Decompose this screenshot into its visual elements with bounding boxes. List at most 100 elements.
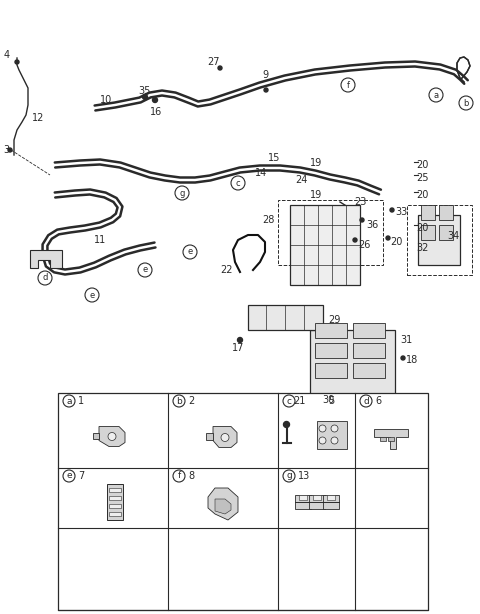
- Bar: [353, 363, 385, 378]
- Text: 13: 13: [298, 471, 310, 481]
- Polygon shape: [208, 488, 238, 520]
- Circle shape: [353, 238, 357, 242]
- Text: 36: 36: [366, 220, 378, 230]
- Text: 7: 7: [78, 471, 84, 481]
- Polygon shape: [326, 495, 335, 500]
- Text: 28: 28: [263, 215, 275, 225]
- Text: 1: 1: [78, 396, 84, 406]
- Text: 18: 18: [406, 355, 418, 365]
- Circle shape: [341, 78, 355, 92]
- Polygon shape: [309, 495, 324, 509]
- Circle shape: [231, 176, 245, 190]
- Circle shape: [429, 88, 443, 102]
- Text: g: g: [180, 188, 185, 198]
- Text: 32: 32: [416, 243, 428, 253]
- Text: 31: 31: [400, 335, 412, 345]
- Polygon shape: [299, 495, 307, 500]
- Bar: [109, 496, 121, 500]
- Text: 30: 30: [322, 395, 334, 405]
- Text: 15: 15: [268, 153, 280, 163]
- Polygon shape: [206, 432, 213, 440]
- Bar: [278, 200, 383, 265]
- Text: 21: 21: [293, 396, 305, 406]
- Circle shape: [283, 395, 295, 407]
- Text: 23: 23: [354, 197, 366, 207]
- Circle shape: [459, 96, 473, 110]
- Text: 2: 2: [188, 396, 194, 406]
- Text: f: f: [178, 472, 180, 481]
- Text: 17: 17: [232, 343, 244, 353]
- Circle shape: [8, 148, 12, 152]
- Circle shape: [183, 245, 197, 259]
- Text: 25: 25: [416, 173, 429, 183]
- Circle shape: [319, 425, 326, 432]
- Polygon shape: [107, 484, 123, 520]
- Bar: [109, 488, 121, 492]
- Text: 24: 24: [295, 175, 307, 185]
- Text: 3: 3: [3, 145, 9, 155]
- Circle shape: [63, 470, 75, 482]
- Circle shape: [390, 208, 394, 212]
- Circle shape: [283, 470, 295, 482]
- Bar: [380, 437, 385, 440]
- Text: 9: 9: [262, 70, 268, 80]
- Text: 22: 22: [220, 265, 232, 275]
- Polygon shape: [93, 432, 99, 438]
- Text: 14: 14: [255, 168, 267, 178]
- Text: e: e: [66, 472, 72, 481]
- Bar: [315, 323, 347, 338]
- Text: 20: 20: [416, 190, 428, 200]
- Bar: [310, 330, 395, 395]
- Text: 20: 20: [416, 160, 428, 170]
- Text: 11: 11: [94, 235, 106, 245]
- Circle shape: [15, 60, 19, 64]
- Circle shape: [173, 395, 185, 407]
- Circle shape: [264, 88, 268, 92]
- Circle shape: [173, 470, 185, 482]
- Text: 10: 10: [100, 95, 112, 105]
- Text: 35: 35: [138, 86, 150, 96]
- Circle shape: [319, 437, 326, 444]
- Bar: [109, 504, 121, 508]
- Polygon shape: [323, 495, 338, 509]
- Text: 26: 26: [358, 240, 371, 250]
- Circle shape: [331, 437, 338, 444]
- Circle shape: [153, 98, 157, 103]
- Circle shape: [386, 236, 390, 240]
- Polygon shape: [295, 495, 311, 509]
- Text: 27: 27: [207, 57, 219, 67]
- Circle shape: [218, 66, 222, 70]
- Bar: [407, 205, 472, 275]
- Polygon shape: [373, 429, 408, 448]
- Bar: [439, 225, 453, 240]
- Text: 6: 6: [375, 396, 381, 406]
- Bar: [58, 393, 428, 610]
- Text: 5: 5: [328, 396, 334, 406]
- Bar: [353, 343, 385, 358]
- Circle shape: [360, 218, 364, 222]
- Circle shape: [38, 271, 52, 285]
- Text: 20: 20: [416, 223, 428, 233]
- Polygon shape: [213, 427, 237, 448]
- Text: d: d: [363, 397, 369, 405]
- Text: a: a: [433, 90, 439, 99]
- Bar: [109, 512, 121, 516]
- Circle shape: [138, 263, 152, 277]
- Circle shape: [108, 432, 116, 440]
- Text: b: b: [463, 98, 468, 107]
- Text: 4: 4: [4, 50, 10, 60]
- Bar: [439, 205, 453, 220]
- Text: 19: 19: [310, 190, 322, 200]
- Polygon shape: [99, 427, 125, 446]
- Text: g: g: [286, 472, 292, 481]
- Circle shape: [221, 433, 229, 441]
- Bar: [290, 205, 360, 285]
- Text: c: c: [287, 397, 291, 405]
- Polygon shape: [215, 499, 231, 514]
- Circle shape: [238, 338, 242, 343]
- Text: 19: 19: [310, 158, 322, 168]
- Bar: [248, 305, 323, 330]
- Circle shape: [85, 288, 99, 302]
- Polygon shape: [30, 250, 62, 268]
- Bar: [421, 205, 435, 220]
